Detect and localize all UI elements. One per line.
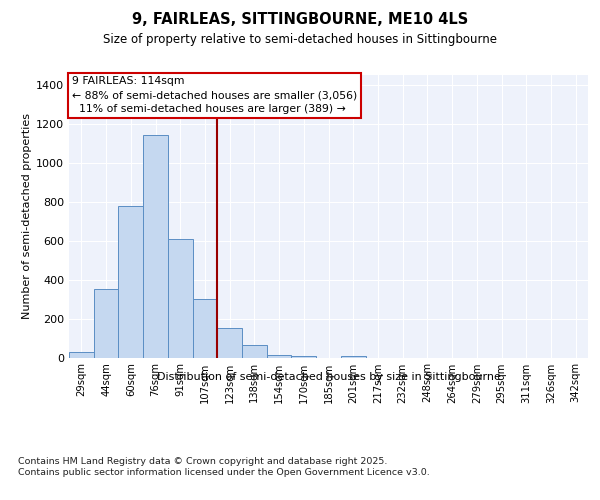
Bar (168, 238, 193, 358)
Bar (94, 290, 118, 358)
Y-axis label: Number of semi-detached properties: Number of semi-detached properties (22, 114, 32, 320)
Text: Size of property relative to semi-detached houses in Sittingbourne: Size of property relative to semi-detach… (103, 32, 497, 46)
Bar (69, 352, 94, 358)
Bar (292, 356, 316, 358)
Bar (267, 354, 292, 358)
Bar (242, 345, 267, 358)
Bar (341, 356, 365, 358)
Text: 9, FAIRLEAS, SITTINGBOURNE, ME10 4LS: 9, FAIRLEAS, SITTINGBOURNE, ME10 4LS (132, 12, 468, 28)
Text: Contains HM Land Registry data © Crown copyright and database right 2025.
Contai: Contains HM Land Registry data © Crown c… (18, 458, 430, 477)
Text: 9 FAIRLEAS: 114sqm
← 88% of semi-detached houses are smaller (3,056)
  11% of se: 9 FAIRLEAS: 114sqm ← 88% of semi-detache… (71, 76, 357, 114)
Bar (193, 299, 217, 358)
Bar (217, 328, 242, 358)
Bar (143, 136, 168, 358)
Bar (118, 206, 143, 358)
Text: Distribution of semi-detached houses by size in Sittingbourne: Distribution of semi-detached houses by … (157, 372, 501, 382)
